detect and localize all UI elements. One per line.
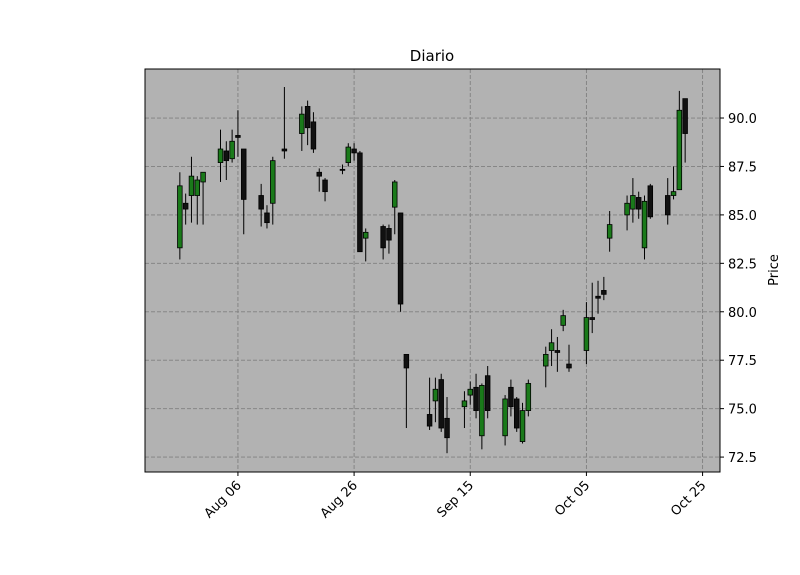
candle-body bbox=[386, 228, 392, 241]
y-tick-label: 72.5 bbox=[728, 451, 757, 466]
candle-body bbox=[380, 226, 386, 249]
candle-body bbox=[647, 185, 654, 218]
candle-body bbox=[467, 388, 473, 396]
plot-frame bbox=[144, 68, 721, 473]
y-tick-label: 90.0 bbox=[728, 112, 757, 127]
candle-body bbox=[235, 135, 241, 138]
candle-body bbox=[665, 195, 671, 216]
candle-body bbox=[484, 375, 491, 411]
candle-body bbox=[543, 353, 549, 367]
candle-body bbox=[548, 342, 555, 351]
candle-body bbox=[438, 379, 444, 429]
x-tick-label: Oct 25 bbox=[668, 478, 709, 519]
candle-body bbox=[479, 384, 485, 437]
x-tick-label: Aug 06 bbox=[202, 478, 245, 521]
x-tick-label: Aug 26 bbox=[318, 478, 361, 521]
candle-body bbox=[635, 197, 642, 210]
candle-body bbox=[188, 175, 195, 196]
candle-body bbox=[223, 150, 230, 162]
candle-body bbox=[682, 98, 688, 134]
y-tick-label: 80.0 bbox=[728, 306, 757, 321]
candle-body bbox=[670, 191, 677, 196]
candle-body bbox=[508, 386, 514, 408]
candle-body bbox=[200, 171, 206, 183]
y-tick-label: 87.5 bbox=[728, 160, 757, 175]
candle-body bbox=[304, 105, 311, 129]
candle-body bbox=[270, 160, 276, 204]
candle-body bbox=[351, 148, 357, 154]
candle-body bbox=[403, 353, 410, 369]
x-tick-label: Oct 05 bbox=[552, 478, 593, 519]
candle-body bbox=[310, 121, 317, 150]
candle-body bbox=[281, 148, 288, 152]
candle-body bbox=[182, 202, 189, 210]
candle-body bbox=[560, 315, 566, 326]
candle-body bbox=[432, 388, 439, 402]
candle-body bbox=[397, 212, 404, 305]
candle-body bbox=[519, 410, 526, 442]
candle-body bbox=[258, 195, 264, 210]
candle-body bbox=[299, 113, 305, 134]
candle-body bbox=[461, 400, 468, 408]
candle-body bbox=[357, 152, 363, 253]
candle-body bbox=[554, 350, 561, 353]
candle-body bbox=[525, 383, 532, 411]
candles bbox=[177, 87, 688, 454]
candle-body bbox=[444, 417, 450, 439]
candle-body bbox=[426, 414, 433, 427]
candle-body bbox=[241, 148, 247, 200]
candle-body bbox=[229, 140, 235, 160]
candle-body bbox=[589, 317, 595, 320]
candle-body bbox=[264, 212, 270, 224]
candle-body bbox=[217, 148, 224, 163]
candle-body bbox=[392, 181, 398, 208]
x-tick-label: Sep 15 bbox=[435, 478, 478, 521]
y-tick-label: 77.5 bbox=[728, 354, 757, 369]
candle-body bbox=[566, 363, 572, 369]
candle-body bbox=[676, 109, 683, 191]
candle-body bbox=[362, 231, 369, 239]
candle-body bbox=[316, 171, 322, 177]
candle-body bbox=[513, 398, 520, 429]
candle-body bbox=[473, 386, 479, 411]
candle-body bbox=[641, 200, 648, 249]
y-tick-label: 82.5 bbox=[728, 257, 757, 272]
candle-body bbox=[345, 146, 352, 163]
candle-body bbox=[601, 290, 607, 295]
candle-body bbox=[624, 202, 630, 216]
y-axis-label: Price bbox=[767, 254, 782, 286]
plot-area bbox=[145, 69, 720, 472]
candle-body bbox=[595, 295, 601, 299]
candle-body bbox=[322, 179, 328, 193]
candle-body bbox=[194, 179, 200, 196]
y-tick-label: 75.0 bbox=[728, 403, 757, 418]
candle-body bbox=[606, 224, 613, 239]
candle-body bbox=[583, 317, 590, 351]
candle-body bbox=[630, 195, 636, 210]
candle-body bbox=[339, 168, 346, 171]
y-tick-label: 85.0 bbox=[728, 209, 757, 224]
candle-body bbox=[177, 185, 183, 249]
candle-body bbox=[502, 398, 508, 437]
chart-title: Diario bbox=[410, 47, 454, 65]
